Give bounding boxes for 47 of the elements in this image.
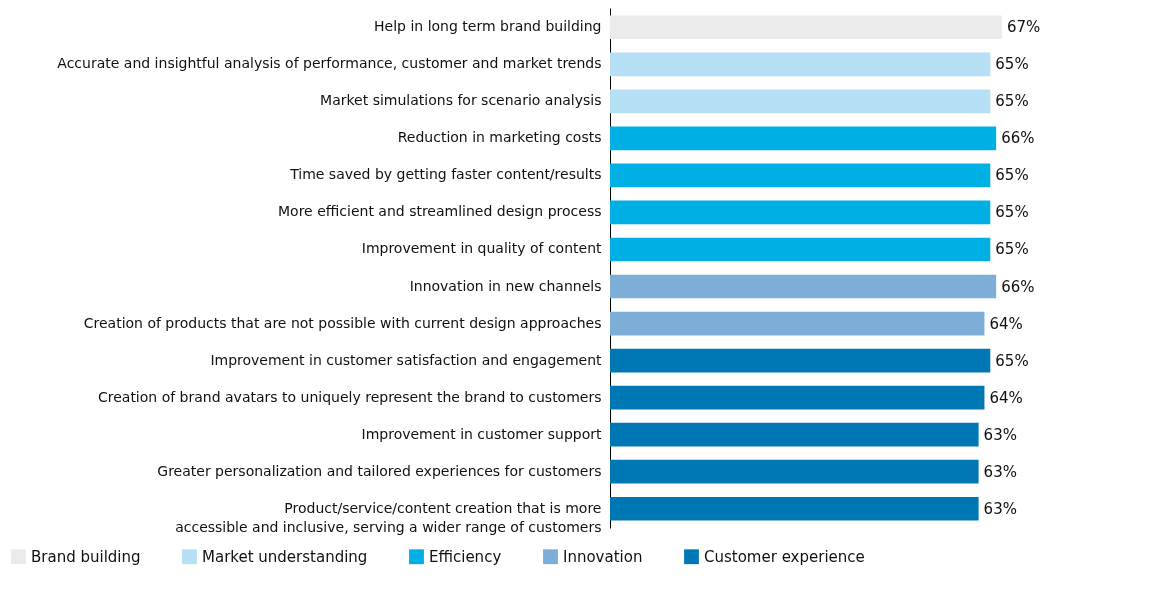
- y-tick-label: Product/service/content creation that is more accessible and inclusive, serving a wider range of customers: [175, 499, 602, 535]
- bar: [610, 459, 979, 484]
- y-tick-label: Innovation in new channels: [409, 277, 602, 294]
- legend-label: Brand building: [31, 547, 141, 566]
- data-label: 65%: [995, 166, 1029, 185]
- legend-label: Innovation: [563, 547, 643, 566]
- bar: [610, 126, 997, 151]
- y-tick-label: Help in long term brand building: [374, 18, 602, 35]
- bar: [610, 200, 991, 225]
- legend-label: Market understanding: [202, 547, 368, 566]
- data-label: 65%: [995, 55, 1029, 74]
- bar: [610, 274, 997, 299]
- data-label: 65%: [995, 203, 1029, 222]
- data-label: 65%: [995, 351, 1029, 370]
- y-tick-label: Market simulations for scenario analysis: [320, 92, 602, 109]
- data-label: 64%: [989, 314, 1023, 333]
- y-tick-label: Improvement in customer support: [361, 425, 603, 442]
- bar: [610, 52, 991, 77]
- data-label: 66%: [1001, 277, 1035, 296]
- bar: [610, 89, 991, 114]
- y-tick-label: Time saved by getting faster content/results: [289, 166, 602, 183]
- y-tick-label: Reduction in marketing costs: [397, 129, 602, 146]
- data-label: 64%: [989, 388, 1023, 407]
- data-label: 67%: [1007, 18, 1041, 37]
- legend-label: Customer experience: [704, 547, 865, 566]
- bar: [610, 237, 991, 262]
- bar: [610, 348, 991, 373]
- data-label: 66%: [1001, 129, 1035, 148]
- y-tick-label: Accurate and insightful analysis of performance, customer and market trends: [57, 55, 602, 72]
- y-tick-label: Improvement in quality of content: [361, 240, 603, 257]
- bar: [610, 385, 985, 410]
- bar: [610, 311, 985, 336]
- legend-label: Efficiency: [429, 547, 502, 566]
- bar: [610, 163, 991, 188]
- y-tick-label: More efficient and streamlined design process: [278, 203, 602, 220]
- y-tick-label: Improvement in customer satisfaction and engagement: [210, 351, 603, 368]
- y-tick-label: Creation of products that are not possible with current design approaches: [83, 314, 602, 331]
- data-label: 65%: [995, 240, 1029, 259]
- data-label: 63%: [983, 462, 1017, 481]
- y-tick-label: Greater personalization and tailored experiences for customers: [157, 462, 602, 479]
- data-label: 63%: [983, 499, 1017, 518]
- data-label: 65%: [995, 92, 1029, 111]
- y-tick-label: Creation of brand avatars to uniquely represent the brand to customers: [97, 388, 602, 405]
- bar: [610, 422, 979, 447]
- data-label: 63%: [983, 425, 1017, 444]
- bar: [610, 15, 1002, 40]
- bar: [610, 496, 979, 521]
